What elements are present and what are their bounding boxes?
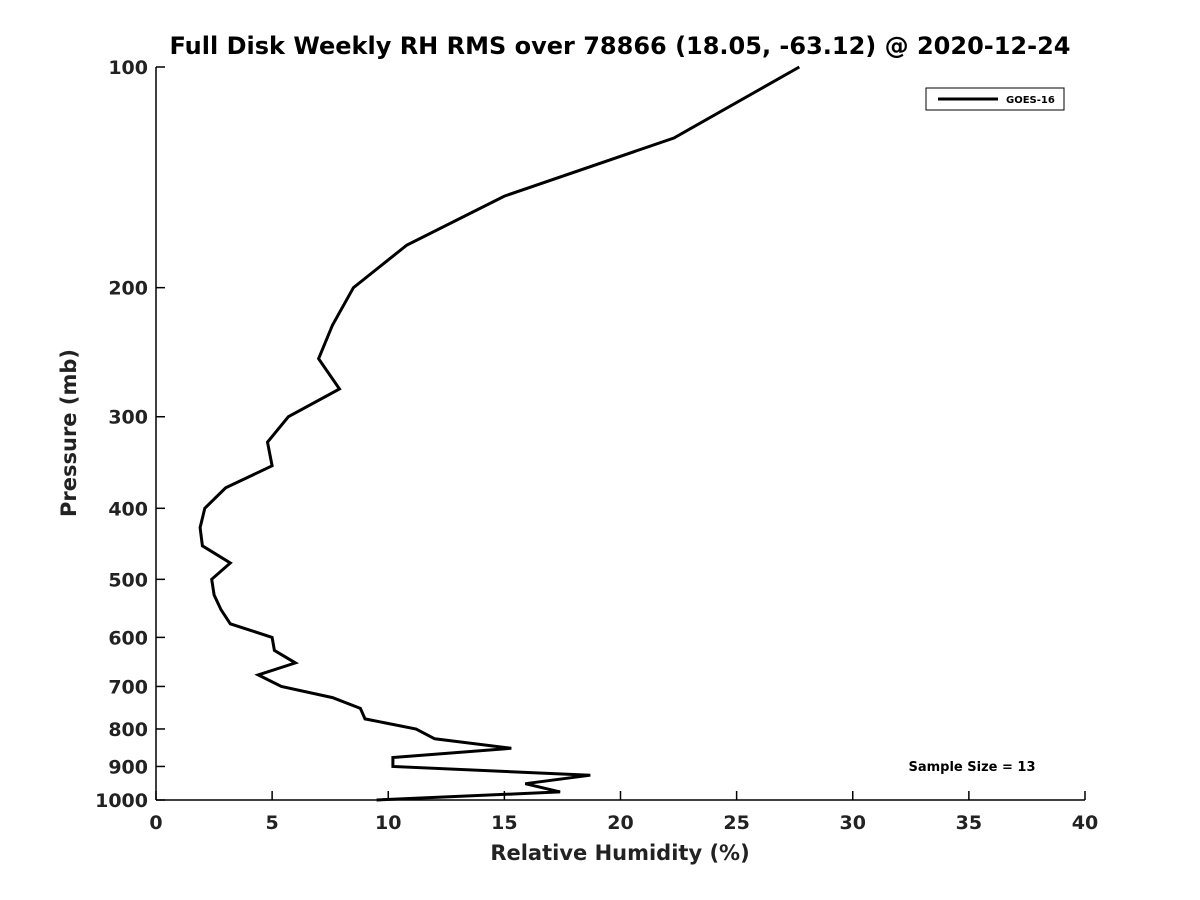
x-tick-label: 40 <box>1072 812 1098 834</box>
y-tick-label: 200 <box>108 278 148 300</box>
series-line-goes-16 <box>198 65 801 802</box>
y-tick-label: 800 <box>108 719 148 741</box>
y-tick-label: 500 <box>108 569 148 591</box>
x-tick-label: 5 <box>266 812 279 834</box>
y-axis-ticks: 100 200 300 400 500 600 700 800 900 1000 <box>95 57 165 812</box>
x-tick-label: 35 <box>956 812 982 834</box>
y-axis-label: Pressure (mb) <box>57 349 81 517</box>
y-tick-label: 400 <box>108 498 148 520</box>
y-tick-label: 900 <box>108 756 148 778</box>
x-axis-ticks: 0 5 10 15 20 25 30 35 40 <box>149 791 1098 834</box>
sample-size-annotation: Sample Size = 13 <box>908 760 1035 775</box>
y-tick-label: 100 <box>108 57 148 79</box>
x-tick-label: 30 <box>840 812 866 834</box>
legend-label-goes-16: GOES-16 <box>1006 95 1055 106</box>
x-tick-label: 0 <box>149 812 162 834</box>
series-layer <box>198 65 801 802</box>
y-tick-label: 600 <box>108 627 148 649</box>
x-tick-label: 20 <box>607 812 633 834</box>
x-tick-label: 15 <box>491 812 517 834</box>
x-tick-label: 25 <box>723 812 749 834</box>
y-tick-label: 700 <box>108 676 148 698</box>
chart-title: Full Disk Weekly RH RMS over 78866 (18.0… <box>169 32 1070 60</box>
x-tick-label: 10 <box>375 812 401 834</box>
y-tick-label: 300 <box>108 407 148 429</box>
legend: GOES-16 <box>925 87 1065 111</box>
x-axis-label: Relative Humidity (%) <box>490 841 749 865</box>
y-tick-label: 1000 <box>95 790 148 812</box>
